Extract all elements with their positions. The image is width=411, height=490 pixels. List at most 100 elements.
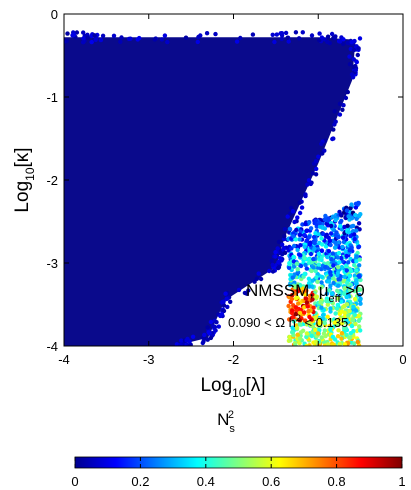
scatter-point: [294, 308, 299, 313]
scatter-point: [336, 277, 341, 282]
scatter-point: [330, 136, 335, 142]
scatter-point: [309, 333, 314, 339]
colorbar-tick-label: 0.4: [197, 474, 215, 489]
scatter-point: [326, 275, 332, 281]
scatter-point: [358, 328, 363, 333]
scatter-point: [304, 331, 310, 336]
scatter-point: [324, 291, 330, 296]
scatter-point: [213, 31, 218, 37]
scatter-point: [310, 292, 315, 297]
scatter-point: [328, 242, 333, 248]
scatter-point: [291, 259, 297, 264]
scatter-point: [354, 259, 359, 264]
scatter-point: [355, 52, 360, 58]
colorbar-tick-label: 0.8: [328, 474, 346, 489]
y-tick-label: 0: [51, 7, 58, 22]
scatter-point: [201, 339, 206, 344]
scatter-point: [342, 274, 347, 279]
scatter-point: [334, 306, 340, 311]
scatter-point: [286, 303, 291, 309]
scatter-point: [346, 230, 352, 235]
scatter-point: [313, 339, 319, 344]
x-axis-ticks: -4 -3 -2 -1 0: [58, 14, 407, 367]
scatter-point: [313, 172, 319, 177]
scatter-point: [333, 119, 338, 124]
scatter-point: [304, 343, 309, 346]
scatter-point: [305, 304, 310, 309]
scatter-point: [329, 257, 334, 262]
scatter-point: [325, 34, 331, 39]
scatter-point: [285, 214, 290, 219]
scatter-point: [339, 321, 345, 326]
scatter-point: [357, 36, 363, 41]
scatter-point: [349, 323, 355, 329]
scatter-point: [92, 33, 97, 38]
scatter-point: [358, 212, 363, 217]
scatter-point: [347, 61, 353, 67]
scatter-point: [326, 249, 332, 254]
scatter-point: [330, 343, 335, 346]
scatter-point: [319, 284, 324, 290]
y-tick-label: -2: [46, 173, 58, 188]
scatter-point: [290, 325, 295, 330]
scatter-point: [352, 341, 357, 346]
y-axis-label: Log10[κ]: [12, 147, 37, 212]
scatter-point: [352, 236, 357, 242]
scatter-point: [279, 36, 284, 42]
scatter-points: [64, 30, 363, 346]
x-tick-label: 0: [399, 352, 406, 367]
scatter-point: [320, 151, 325, 156]
scatter-point: [286, 265, 292, 270]
scatter-point: [354, 278, 359, 283]
scatter-point: [303, 192, 308, 197]
scatter-point: [297, 318, 302, 323]
scatter-point: [330, 334, 336, 339]
scatter-point: [345, 223, 350, 228]
scatter-point: [335, 296, 341, 301]
scatter-point: [291, 243, 297, 249]
model-annotation: NMSSM, μeff >0: [246, 281, 365, 305]
scatter-point: [335, 334, 341, 339]
scatter-point: [316, 154, 321, 159]
scatter-point: [319, 236, 324, 241]
scatter-point: [343, 95, 349, 101]
scatter-point: [312, 246, 317, 251]
scatter-point: [81, 30, 86, 35]
scatter-point: [356, 318, 362, 323]
scatter-point: [292, 219, 297, 225]
scatter-point: [137, 35, 142, 41]
scatter-point: [270, 262, 275, 268]
scatter-point: [316, 262, 322, 267]
scatter-point: [311, 256, 316, 262]
scatter-point: [205, 337, 210, 342]
scatter-point: [307, 284, 312, 289]
scatter-point: [352, 262, 357, 268]
scatter-point: [282, 227, 288, 232]
scatter-point: [348, 335, 353, 340]
scatter-point: [273, 250, 278, 255]
scatter-point: [295, 267, 300, 272]
scatter-point: [338, 224, 343, 229]
scatter-point: [309, 268, 314, 274]
scatter-point: [336, 240, 341, 245]
scatter-point: [351, 64, 356, 70]
y-tick-label: -4: [46, 339, 58, 354]
scatter-point: [338, 212, 343, 217]
scatter-point: [295, 247, 300, 253]
scatter-point: [328, 327, 333, 332]
scatter-point: [224, 296, 229, 302]
scatter-point: [313, 231, 318, 236]
scatter-point: [313, 218, 318, 223]
scatter-point: [221, 303, 227, 308]
scatter-point: [309, 317, 314, 322]
scatter-point: [310, 284, 315, 289]
scatter-point: [355, 339, 360, 345]
scatter-point: [297, 210, 303, 216]
scatter-point: [329, 223, 334, 229]
scatter-point: [313, 268, 318, 274]
scatter-point: [323, 244, 329, 249]
y-tick-label: -3: [46, 256, 58, 271]
scatter-point: [354, 254, 359, 259]
scatter-point: [340, 244, 345, 250]
scatter-point: [327, 238, 333, 243]
